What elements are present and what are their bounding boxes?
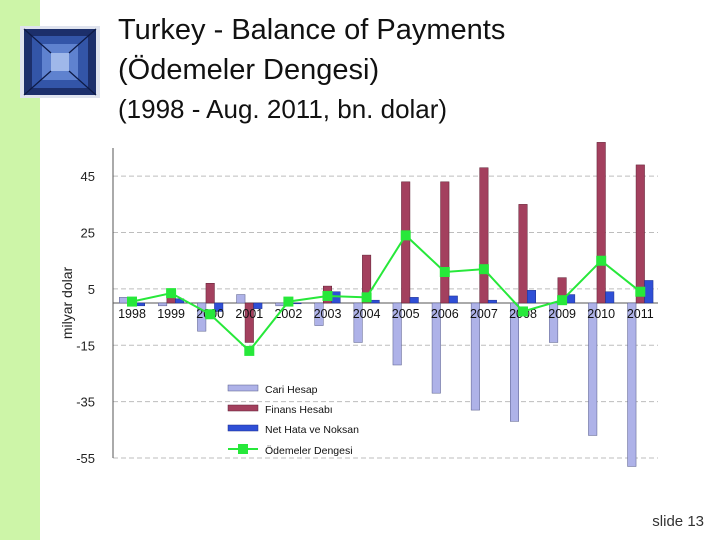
net-hata-bar [370,299,380,304]
legend-label: Ödemeler Dengesi [265,445,353,457]
cari-hesap-bar [627,302,637,467]
net-hata-bar [527,290,536,304]
odemeler-dengesi-point [439,267,450,277]
cari-hesap-bar [392,302,402,366]
y-tick-label: 5 [88,282,95,297]
net-hata-bar [487,299,497,304]
x-tick-label: 2003 [314,307,342,321]
net-hata-bar [292,302,302,305]
net-hata-bar [214,302,224,312]
slide-number: slide 13 [652,513,704,530]
x-tick-label: 2004 [353,307,381,321]
y-tick-label: -35 [76,395,95,410]
y-tick-label: 45 [81,169,95,184]
net-hata-bar [253,302,263,309]
cari-hesap-bar [470,302,480,411]
y-axis-label: milyar dolar [59,266,75,339]
odemeler-dengesi-point [596,255,607,266]
net-hata-bar [409,297,419,304]
odemeler-dengesi-point [518,306,528,317]
x-tick-label: 2009 [548,307,576,321]
odemeler-dengesi-point [361,292,372,303]
finans-hesabi-bar [518,204,528,304]
cari-hesap-bar [353,302,363,343]
net-hata-bar [605,291,615,304]
finans-hesabi-bar [362,254,372,304]
finans-hesabi-bar [635,164,645,304]
cari-hesap-bar [431,302,441,394]
odemeler-dengesi-point [478,264,489,275]
legend-swatch [227,384,259,392]
x-tick-label: 2010 [587,307,615,321]
legend-swatch [227,424,259,432]
net-hata-bar [644,280,654,304]
cari-hesap-bar [275,302,285,307]
odemeler-dengesi-line [131,233,641,353]
cari-hesap-bar [588,302,598,436]
legend-label: Cari Hesap [265,384,318,396]
title-line-2: (Ödemeler Dengesi) [118,54,380,86]
y-tick-label: -55 [76,451,95,466]
y-tick-label: -15 [76,338,95,353]
finans-hesabi-bar [479,167,489,304]
cari-hesap-bar [314,302,324,326]
odemeler-dengesi-point [283,296,294,307]
odemeler-dengesi-point [322,290,333,301]
odemeler-dengesi-point [557,295,568,306]
finans-hesabi-bar [596,142,606,304]
odemeler-dengesi-point [166,288,177,299]
odemeler-dengesi-point [205,309,216,320]
x-tick-label: 2001 [235,307,263,321]
legend-label: Net Hata ve Noksan [265,424,359,436]
x-tick-label: 1998 [118,307,146,321]
odemeler-dengesi-point [400,230,411,241]
x-tick-label: 2006 [431,307,459,321]
cari-hesap-bar [236,294,246,304]
cari-hesap-bar [119,297,128,304]
odemeler-dengesi-point [127,296,137,307]
finans-hesabi-bar [205,283,215,304]
slide-logo-image [20,26,100,98]
legend-label: Finans Hesabı [265,404,333,416]
net-hata-bar [136,302,145,307]
slide-subtitle: (1998 - Aug. 2011, bn. dolar) [118,94,448,124]
finans-hesabi-bar [401,181,411,304]
y-tick-label: 25 [81,226,95,241]
net-hata-bar [448,295,458,304]
x-tick-label: 2007 [470,307,498,321]
legend-swatch [238,444,248,454]
odemeler-dengesi-point [244,345,255,356]
x-tick-label: 2005 [392,307,420,321]
title-line-1: Turkey - Balance of Payments [118,14,506,46]
finans-hesabi-bar [440,181,450,304]
x-tick-label: 1999 [157,307,185,321]
legend-swatch [227,404,259,412]
finans-hesabi-bar [244,302,254,343]
odemeler-dengesi-point [635,286,646,297]
slide-title: Turkey - Balance of Payments (Ödemeler D… [118,10,505,90]
x-tick-label: 2011 [627,307,654,321]
cari-hesap-bar [158,302,168,307]
